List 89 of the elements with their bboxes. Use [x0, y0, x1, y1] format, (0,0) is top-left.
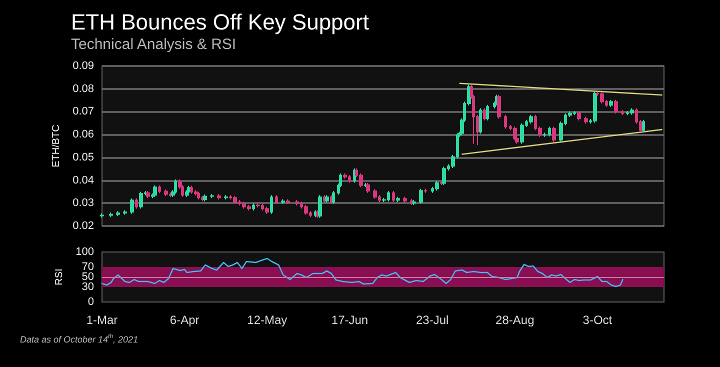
- candlestick: [109, 212, 113, 218]
- candlestick: [584, 116, 588, 124]
- candlestick: [419, 188, 423, 204]
- candlestick: [504, 114, 507, 130]
- y-tick-label: 0: [88, 296, 94, 308]
- candlestick: [529, 114, 533, 124]
- candlestick: [146, 190, 150, 199]
- candlestick: [281, 198, 285, 204]
- y-tick-label: 50: [82, 271, 94, 283]
- candlestick: [135, 198, 138, 210]
- candlestick: [116, 210, 120, 217]
- candlestick: [497, 94, 501, 120]
- y-tick-label: 0.05: [72, 151, 94, 164]
- y-axis-title: RSI: [54, 268, 66, 286]
- candlestick: [396, 196, 400, 202]
- y-tick-label: 70: [82, 261, 94, 273]
- candlestick: [256, 202, 260, 208]
- candlestick: [100, 212, 104, 218]
- candlestick: [577, 110, 581, 121]
- y-tick-label: 0.03: [72, 197, 94, 210]
- x-tick-label: 1-Mar: [86, 313, 118, 327]
- x-tick-label: 28-Aug: [496, 313, 534, 327]
- x-tick-label: 12-May: [247, 313, 288, 327]
- candlestick: [153, 184, 157, 198]
- candlestick: [486, 104, 489, 121]
- candlestick: [164, 188, 168, 197]
- y-tick-label: 0.07: [72, 106, 94, 118]
- candlestick: [332, 190, 335, 204]
- candlestick: [442, 166, 446, 186]
- candlestick: [548, 126, 551, 137]
- candlestick: [217, 194, 221, 200]
- chart-title: ETH Bounces Off Key Support: [71, 10, 369, 34]
- candlestick: [325, 194, 329, 204]
- candlestick: [479, 108, 482, 134]
- candlestick: [520, 122, 524, 144]
- candlestick: [194, 190, 198, 196]
- candlestick: [224, 194, 228, 200]
- candlestick: [609, 99, 613, 108]
- candlestick: [265, 206, 269, 214]
- candlestick: [543, 132, 546, 138]
- y-tick-label: 30: [82, 281, 94, 293]
- candlestick: [275, 194, 278, 204]
- candlestick: [424, 188, 427, 194]
- y-tick-label: 100: [76, 246, 94, 258]
- y-axis-title: ETH/BTC: [51, 124, 62, 168]
- line-series: [101, 258, 624, 288]
- y-tick-label: 0.09: [72, 60, 94, 72]
- candlestick: [270, 194, 273, 214]
- candlestick: [130, 198, 134, 214]
- x-tick-label: 3-Oct: [582, 313, 613, 327]
- y-tick-label: 0.06: [72, 128, 94, 141]
- candlestick: [403, 196, 407, 204]
- candlestick: [318, 194, 322, 218]
- candlestick: [174, 178, 177, 194]
- candlestick: [158, 184, 161, 194]
- candlestick: [614, 99, 618, 114]
- candlestick: [440, 180, 443, 186]
- candlestick: [295, 200, 299, 206]
- candlestick: [233, 195, 237, 204]
- candlestick: [435, 180, 439, 192]
- candlestick: [412, 200, 416, 206]
- candlestick: [552, 126, 556, 142]
- x-tick-label: 23-Jul: [416, 313, 449, 327]
- y-tick-label: 0.02: [72, 220, 94, 232]
- candlestick: [642, 119, 645, 133]
- candlestick: [630, 108, 634, 116]
- candlestick: [593, 91, 597, 124]
- candlestick: [621, 109, 624, 116]
- candlestick: [343, 172, 347, 180]
- candlestick: [600, 92, 604, 104]
- candlestick: [203, 194, 207, 202]
- candlestick: [392, 190, 395, 202]
- candlestick: [286, 198, 290, 204]
- candlestick: [210, 194, 214, 199]
- candlestick: [410, 198, 413, 206]
- y-tick-label: 0.04: [72, 174, 94, 186]
- x-tick-label: 6-Apr: [170, 313, 200, 327]
- chart-subtitle: Technical Analysis & RSI: [71, 36, 236, 53]
- candlestick: [373, 188, 377, 200]
- candlestick: [197, 191, 200, 200]
- candlestick: [123, 210, 127, 216]
- candlestick: [513, 126, 517, 141]
- candlestick: [139, 191, 143, 210]
- candlestick: [359, 172, 363, 188]
- x-tick-label: 17-Jun: [331, 313, 368, 327]
- candlestick: [304, 204, 308, 216]
- y-tick-label: 0.08: [72, 82, 94, 95]
- candlestick: [366, 182, 370, 194]
- candlestick: [252, 202, 255, 211]
